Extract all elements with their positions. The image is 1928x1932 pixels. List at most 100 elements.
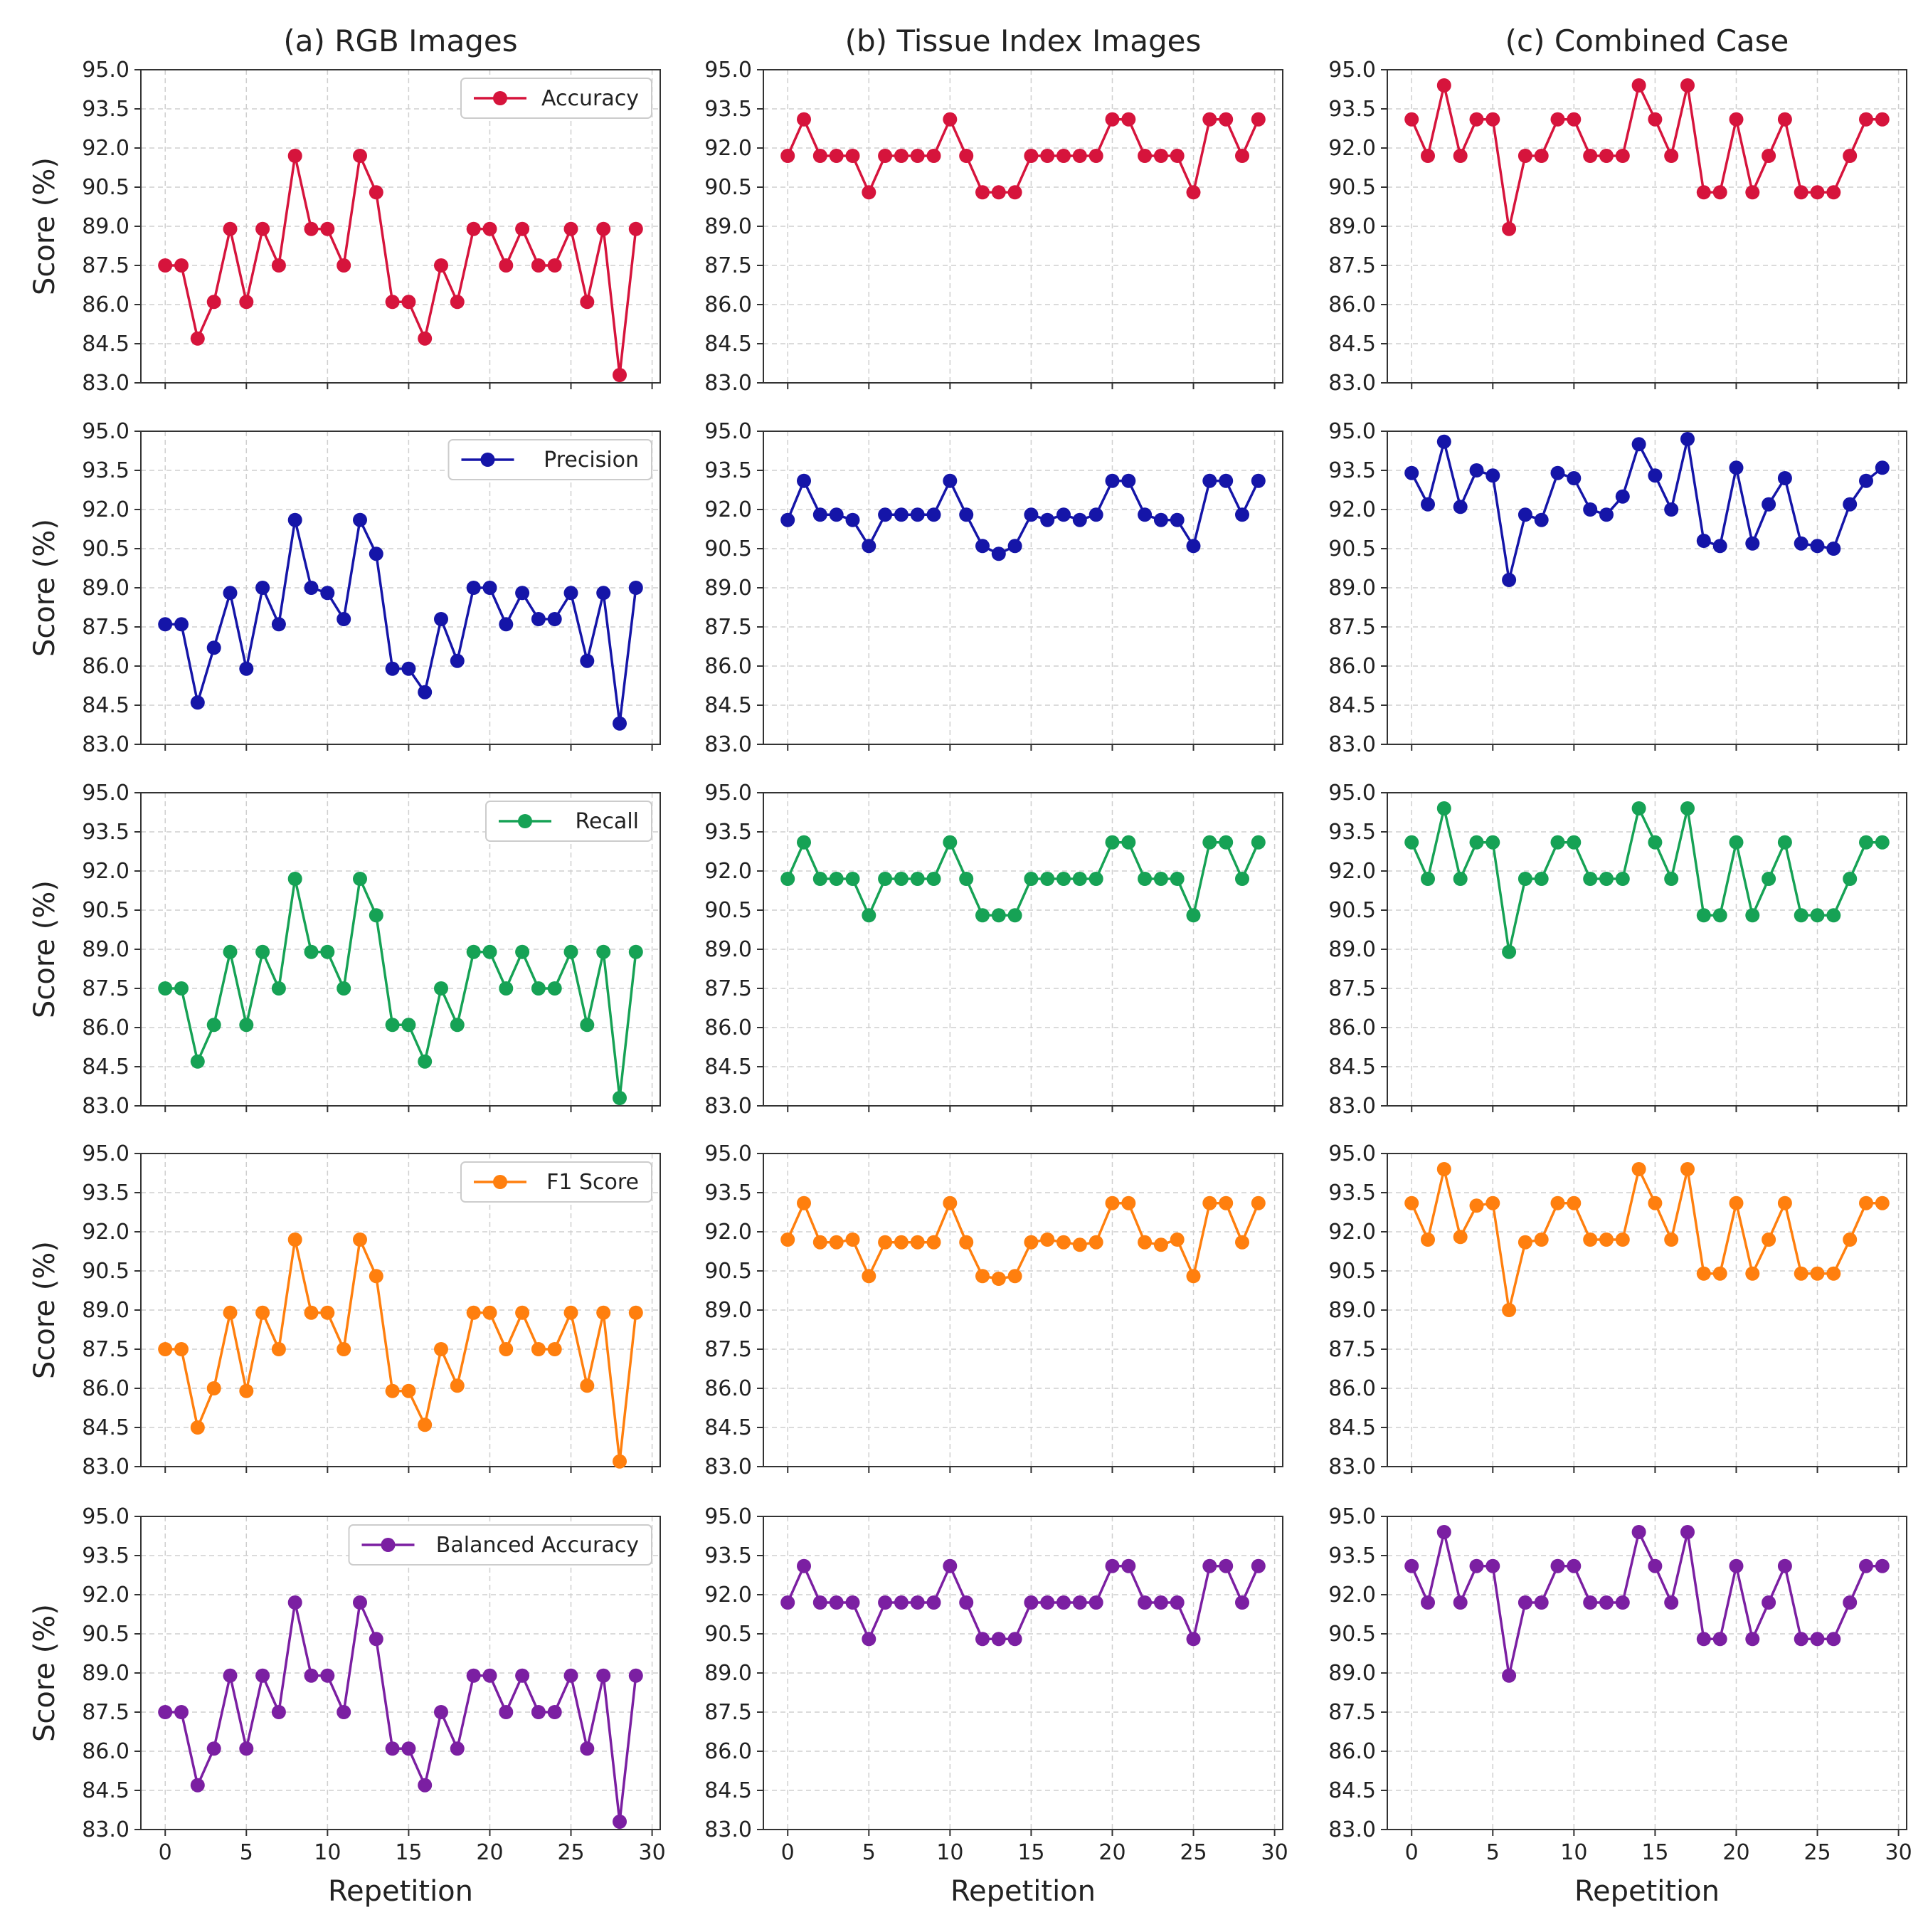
data-point (1680, 1525, 1695, 1539)
data-point (959, 1235, 974, 1250)
data-point (353, 872, 367, 886)
x-tick-label: 20 (1722, 1840, 1749, 1865)
data-point (1202, 473, 1217, 488)
data-point (1534, 872, 1549, 886)
data-point (1762, 872, 1776, 886)
y-tick-label: 93.5 (704, 820, 752, 845)
x-tick-label: 30 (1885, 1840, 1912, 1865)
data-point (580, 1018, 595, 1033)
series-line (165, 1238, 637, 1463)
data-point (1810, 539, 1825, 554)
data-point (1072, 1237, 1087, 1252)
data-point (1631, 1525, 1646, 1539)
data-point (1664, 149, 1679, 163)
data-point (1859, 473, 1873, 488)
data-point (1648, 468, 1663, 483)
data-point (812, 149, 827, 163)
y-tick-label: 90.5 (82, 1259, 129, 1284)
data-point (1121, 1558, 1136, 1573)
data-point (1583, 1232, 1598, 1247)
y-tick-label: 89.0 (704, 1298, 752, 1323)
data-point (1762, 149, 1776, 163)
data-point (1170, 149, 1185, 163)
data-point (1664, 1595, 1679, 1610)
data-point (450, 295, 465, 310)
data-point (910, 149, 925, 163)
data-point (894, 1235, 909, 1250)
data-point (926, 1235, 941, 1250)
y-tick-label: 92.0 (82, 1220, 129, 1245)
data-point (287, 1595, 302, 1610)
y-tick-label: 90.5 (82, 898, 129, 923)
subplot-5-3: 95.0 93.5 92.0 90.5 89.0 87.5 86.0 84.5 83.0 0 5 10… (1328, 1504, 1912, 1908)
data-point (434, 1705, 448, 1719)
data-point (1550, 1195, 1565, 1210)
data-point (1599, 149, 1614, 163)
data-point (1875, 1195, 1890, 1210)
y-tick-label: 92.0 (704, 1583, 752, 1608)
data-point (797, 835, 811, 850)
data-point (1404, 1195, 1419, 1210)
y-tick-label: 95.0 (82, 781, 129, 806)
subplot-3-1: 95.0 93.5 92.0 90.5 89.0 87.5 86.0 84.5 83.0 Scor… (28, 781, 661, 1119)
data-point (287, 872, 302, 886)
subplot-4-1: 95.0 93.5 92.0 90.5 89.0 87.5 86.0 84.5 83.0 Scor… (28, 1141, 661, 1479)
data-point (1089, 1595, 1103, 1610)
subplot-1-1: 95.0 93.5 92.0 90.5 89.0 87.5 86.0 84.5 83.0 Scor… (28, 58, 661, 396)
column-title: (a) RGB Images (283, 23, 517, 58)
data-point (1826, 1632, 1841, 1647)
data-point (1436, 1162, 1451, 1176)
data-point (991, 1272, 1006, 1286)
data-point (1219, 112, 1234, 127)
y-tick-label: 95.0 (1328, 1504, 1376, 1529)
data-point (1631, 78, 1646, 93)
data-point (450, 653, 465, 668)
subplot-2-3: 95.0 93.5 92.0 90.5 89.0 87.5 86.0 84.5 83.0 (1328, 419, 1907, 757)
data-point (1875, 112, 1890, 127)
x-tick-label: 10 (314, 1840, 341, 1865)
data-point (515, 1305, 530, 1320)
data-point (580, 1741, 595, 1756)
data-point (1105, 473, 1120, 488)
plot-frame (1387, 792, 1907, 1107)
data-point (1550, 835, 1565, 850)
y-tick-label: 95.0 (1328, 781, 1376, 806)
data-point (353, 149, 367, 163)
data-point (158, 258, 173, 273)
data-point (1794, 185, 1808, 200)
y-tick-label: 92.0 (1328, 136, 1376, 161)
data-point (1072, 149, 1087, 163)
data-point (1186, 539, 1201, 554)
data-point (1680, 432, 1695, 446)
y-tick-label: 93.5 (704, 1181, 752, 1205)
data-point (320, 1668, 335, 1683)
data-point (580, 295, 595, 310)
data-point (1583, 149, 1598, 163)
y-tick-label: 83.0 (82, 1455, 129, 1479)
data-point (320, 221, 335, 236)
y-tick-label: 95.0 (1328, 419, 1376, 444)
data-point (1859, 835, 1873, 850)
subplot-3-3: 95.0 93.5 92.0 90.5 89.0 87.5 86.0 84.5 83.0 (1328, 781, 1907, 1119)
data-point (271, 1705, 286, 1719)
y-tick-label: 86.0 (82, 292, 129, 317)
data-point (1567, 1195, 1582, 1210)
data-point (780, 1595, 795, 1610)
y-tick-label: 87.5 (82, 976, 129, 1001)
data-point (1615, 1595, 1630, 1610)
data-point (466, 1305, 481, 1320)
data-point (499, 981, 514, 996)
y-tick-label: 83.0 (82, 732, 129, 757)
data-point (1680, 1162, 1695, 1176)
data-point (878, 507, 893, 522)
data-point (1170, 1595, 1185, 1610)
y-tick-label: 89.0 (82, 576, 129, 601)
data-point (926, 149, 941, 163)
data-point (1024, 872, 1039, 886)
data-point (1024, 1235, 1039, 1250)
data-point (1729, 1195, 1744, 1210)
y-tick-label: 95.0 (1328, 58, 1376, 83)
data-point (1056, 507, 1071, 522)
data-point (862, 1632, 876, 1647)
data-point (158, 981, 173, 996)
